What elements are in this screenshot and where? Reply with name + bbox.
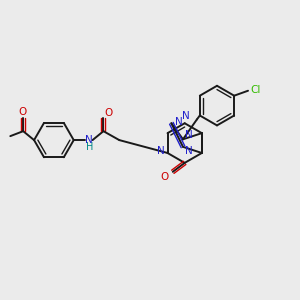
- Text: N: N: [182, 111, 190, 121]
- Text: N: N: [176, 117, 183, 127]
- Text: Cl: Cl: [251, 85, 261, 95]
- Text: N: N: [85, 135, 92, 145]
- Text: N: N: [157, 146, 164, 156]
- Text: O: O: [18, 107, 26, 117]
- Text: H: H: [86, 142, 93, 152]
- Text: O: O: [161, 172, 169, 182]
- Text: N: N: [185, 130, 193, 140]
- Text: N: N: [185, 146, 193, 156]
- Text: O: O: [104, 108, 112, 118]
